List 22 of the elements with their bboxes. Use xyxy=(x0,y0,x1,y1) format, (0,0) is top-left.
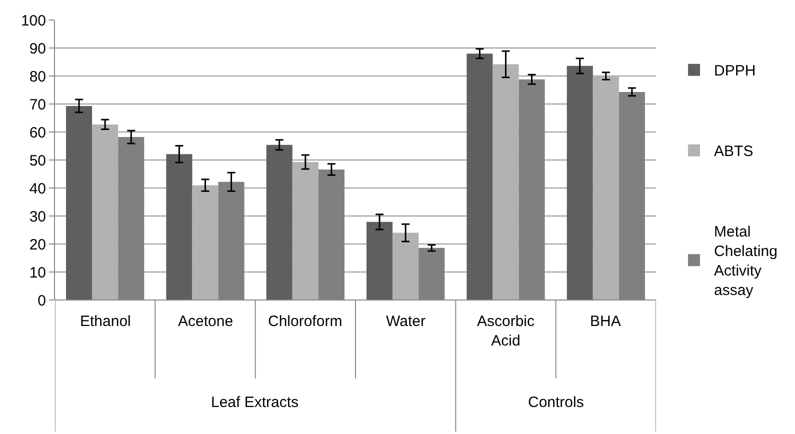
legend-label: Metal Chelating Activity assay xyxy=(714,224,778,300)
legend-label: ABTS xyxy=(714,143,754,160)
y-tick-label: 0 xyxy=(38,292,46,310)
y-tick-label: 80 xyxy=(29,68,46,86)
y-tick-label: 10 xyxy=(29,264,46,282)
x-tick-label: Water xyxy=(386,313,426,330)
y-tick-label: 70 xyxy=(29,96,46,114)
text: Leaf Extracts xyxy=(211,394,299,411)
x-tick-label: Chloroform xyxy=(268,313,342,330)
y-tick-label: 20 xyxy=(29,236,46,254)
y-tick-label: 60 xyxy=(29,124,46,142)
x-tick-label: Ethanol xyxy=(80,313,131,330)
y-tick-label: 40 xyxy=(29,180,46,198)
legend-label: DPPH xyxy=(714,62,756,80)
x-tick-label: Ascorbic Acid xyxy=(477,313,536,350)
x-tick-label: Acetone xyxy=(178,313,234,330)
text: Controls xyxy=(528,394,584,411)
y-tick-label: 100 xyxy=(20,12,46,30)
y-tick-label: 50 xyxy=(29,152,46,170)
y-tick-label: 30 xyxy=(29,208,46,226)
y-tick-label: 90 xyxy=(29,40,46,58)
x-tick-label: BHA xyxy=(590,313,621,330)
